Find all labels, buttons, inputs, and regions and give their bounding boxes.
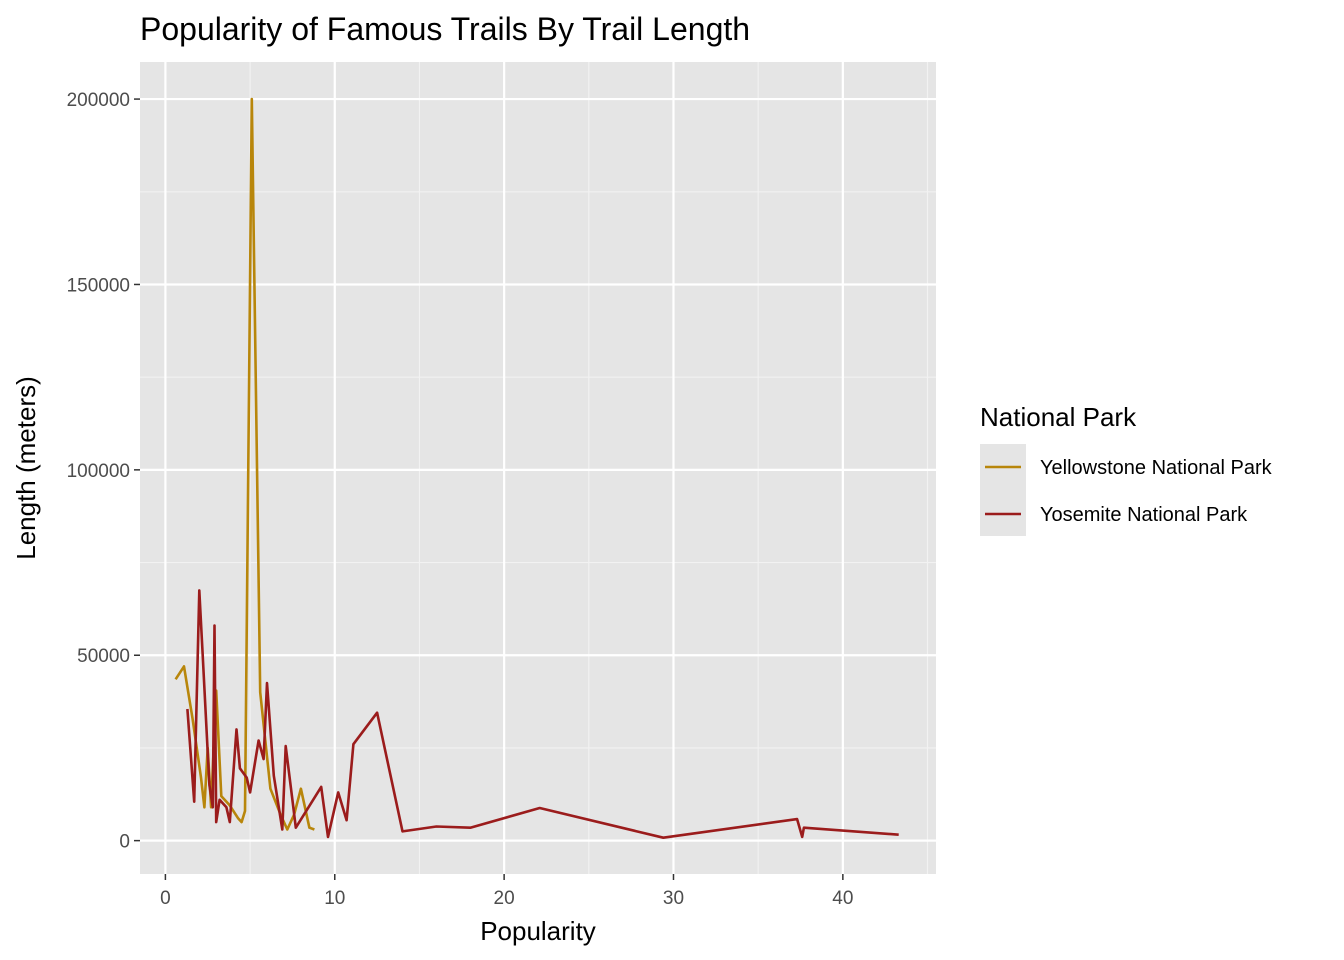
y-tick-label: 50000	[77, 646, 130, 667]
legend-items: Yellowstone National Park Yosemite Nation…	[985, 457, 1273, 526]
x-axis-title: Popularity	[480, 916, 596, 946]
legend-key-background	[980, 444, 1026, 536]
x-tick-label: 10	[324, 888, 345, 909]
x-tick-label: 20	[494, 888, 515, 909]
x-tick-label: 40	[832, 888, 853, 909]
axis-ticks	[134, 98, 844, 880]
legend-title: National Park	[980, 402, 1137, 432]
major-gridlines	[140, 62, 936, 874]
y-tick-label: 200000	[67, 90, 130, 111]
x-tick-label: 0	[160, 888, 171, 909]
y-tick-label: 100000	[67, 461, 130, 482]
legend-label: Yellowstone National Park	[1040, 457, 1273, 479]
y-tick-labels: 0 50000 100000 150000 200000	[67, 90, 130, 853]
series-line-yellowstone	[174, 97, 315, 831]
x-tick-label: 30	[663, 888, 684, 909]
x-tick-labels: 0 10 20 30 40	[160, 888, 853, 909]
chart-title: Popularity of Famous Trails By Trail Len…	[140, 11, 750, 47]
legend-label: Yosemite National Park	[1040, 504, 1248, 526]
series-line-yosemite	[186, 589, 899, 840]
y-tick-label: 0	[119, 832, 130, 853]
y-tick-label: 150000	[67, 275, 130, 296]
y-axis-title: Length (meters)	[11, 376, 41, 560]
legend: National Park Yellowstone National ParkY…	[980, 402, 1273, 536]
series-lines	[174, 97, 899, 840]
plot-panel	[140, 62, 936, 874]
